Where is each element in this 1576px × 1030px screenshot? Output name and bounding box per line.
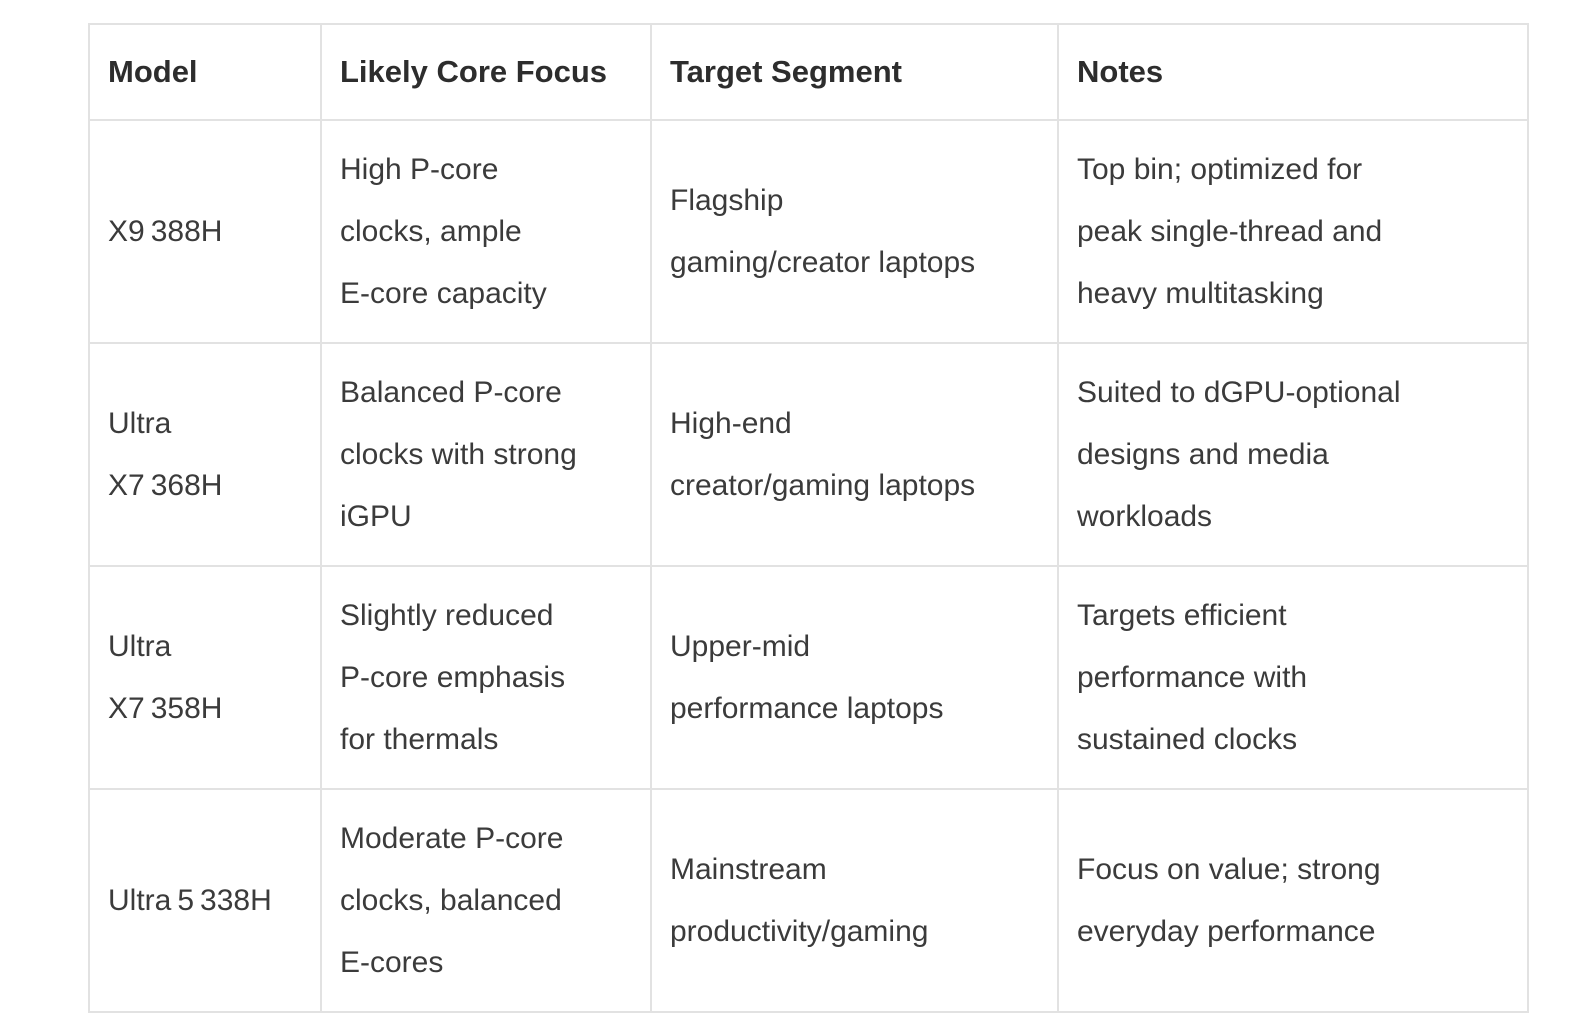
cell-core-focus: Balanced P-core clocks with strong iGPU	[320, 342, 652, 567]
cell-target-segment: Upper-mid performance laptops	[650, 565, 1059, 790]
table-row: Ultra 5 338H Moderate P-core clocks, bal…	[88, 788, 1529, 1013]
column-header-core-focus: Likely Core Focus	[320, 23, 652, 121]
cell-core-focus: High P-core clocks, ample E-core capacit…	[320, 119, 652, 344]
cell-core-focus: Moderate P-core clocks, balanced E-cores	[320, 788, 652, 1013]
column-header-model: Model	[88, 23, 322, 121]
table-row: Ultra X7 358H Slightly reduced P-core em…	[88, 565, 1529, 790]
cell-target-segment: Flagship gaming/creator laptops	[650, 119, 1059, 344]
cell-target-segment: Mainstream productivity/gaming	[650, 788, 1059, 1013]
cell-model: Ultra 5 338H	[88, 788, 322, 1013]
cell-core-focus: Slightly reduced P-core emphasis for the…	[320, 565, 652, 790]
column-header-target-segment: Target Segment	[650, 23, 1059, 121]
header-row: Model Likely Core Focus Target Segment N…	[88, 23, 1529, 121]
cell-notes: Focus on value; strong everyday performa…	[1057, 788, 1529, 1013]
cell-model: X9 388H	[88, 119, 322, 344]
cell-model: Ultra X7 358H	[88, 565, 322, 790]
cell-target-segment: High-end creator/gaming laptops	[650, 342, 1059, 567]
table-row: Ultra X7 368H Balanced P-core clocks wit…	[88, 342, 1529, 567]
cell-notes: Suited to dGPU-optional designs and medi…	[1057, 342, 1529, 567]
table-row: X9 388H High P-core clocks, ample E-core…	[88, 119, 1529, 344]
cpu-spec-table: Model Likely Core Focus Target Segment N…	[88, 23, 1529, 1013]
cell-notes: Targets efficient performance with susta…	[1057, 565, 1529, 790]
cell-notes: Top bin; optimized for peak single-threa…	[1057, 119, 1529, 344]
cpu-spec-table-container: Model Likely Core Focus Target Segment N…	[88, 23, 1529, 1013]
column-header-notes: Notes	[1057, 23, 1529, 121]
cell-model: Ultra X7 368H	[88, 342, 322, 567]
